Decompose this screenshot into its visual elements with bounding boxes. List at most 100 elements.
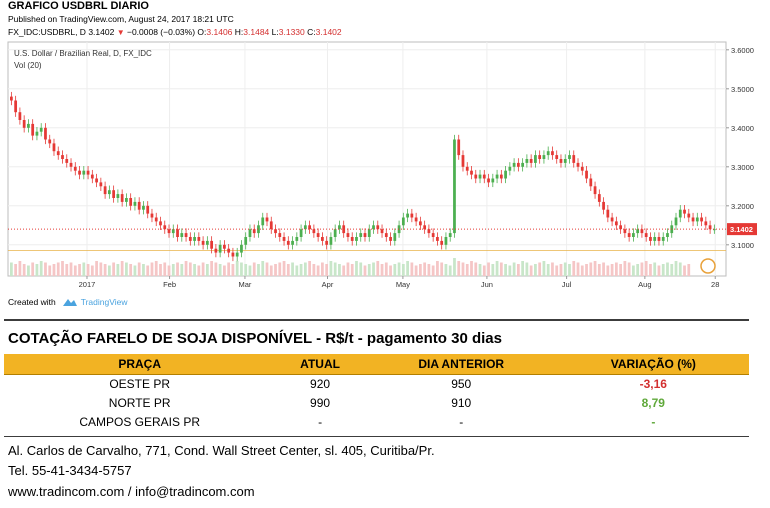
candle-body xyxy=(440,240,444,245)
x-tick-label: Feb xyxy=(163,280,176,289)
volume-bar xyxy=(27,265,30,276)
cell-praca: CAMPOS GERAIS PR xyxy=(79,414,201,429)
candle-body xyxy=(291,240,294,245)
close-label: C: xyxy=(307,27,316,37)
candle-body xyxy=(589,178,593,187)
candle-body xyxy=(704,221,708,226)
candle-body xyxy=(150,213,154,218)
volume-bar xyxy=(95,261,98,276)
cell-anterior: - xyxy=(459,414,464,429)
volume-bar xyxy=(265,262,269,276)
candle-body xyxy=(31,123,35,136)
volume-bar xyxy=(35,264,39,276)
cell-anterior: 950 xyxy=(451,376,472,391)
candle-body xyxy=(487,178,490,183)
candle-body xyxy=(708,225,712,230)
candle-body xyxy=(86,170,90,175)
volume-bar xyxy=(644,261,648,276)
cell-praca: NORTE PR xyxy=(108,395,171,410)
volume-bar xyxy=(657,265,661,276)
candle-body xyxy=(338,225,341,230)
volume-bar xyxy=(61,261,64,276)
volume-bar xyxy=(299,264,303,276)
volume-bar xyxy=(465,264,469,276)
candle-body xyxy=(597,194,601,202)
candle-body xyxy=(82,170,86,175)
plot-area xyxy=(7,41,727,277)
open-label: O: xyxy=(197,27,207,37)
candle-body xyxy=(614,221,618,226)
candle-body xyxy=(563,159,567,163)
footer-web[interactable]: www.tradincom.com / info@tradincom.com xyxy=(8,484,255,499)
volume-bar xyxy=(31,262,35,276)
cell-atual: - xyxy=(318,414,323,429)
candle-body xyxy=(248,229,252,237)
price-chart[interactable]: 3.6000 3.5000 3.4000 3.3000 3.2000 3.1000 2017… xyxy=(0,40,760,295)
volume-bar xyxy=(303,262,307,276)
volume-bar xyxy=(197,265,201,276)
volume-bar xyxy=(90,265,94,276)
candle-body xyxy=(512,162,516,167)
volume-bar xyxy=(666,262,669,276)
table-row: NORTE PR 990 910 8,79 xyxy=(4,393,749,412)
candle-body xyxy=(142,205,145,210)
candle-body xyxy=(482,174,486,179)
candle-body xyxy=(678,209,682,218)
volume-bar xyxy=(73,265,77,276)
volume-bar xyxy=(380,264,384,276)
volume-bar xyxy=(154,261,158,276)
volume-bar xyxy=(308,261,311,276)
y-tick-label: 3.2000 xyxy=(731,202,754,211)
volume-bar xyxy=(69,262,73,276)
volume-bar xyxy=(99,262,103,276)
candle-body xyxy=(410,213,414,218)
candle-body xyxy=(602,201,605,210)
volume-bar xyxy=(470,261,473,276)
candle-body xyxy=(666,233,669,237)
candle-body xyxy=(491,178,495,183)
volume-bar xyxy=(223,265,226,276)
volume-bar xyxy=(235,261,239,276)
section-title: COTAÇÃO FARELO DE SOJA DISPONÍVEL - R$/t… xyxy=(8,330,502,347)
volume-bar xyxy=(244,264,248,276)
candle-body xyxy=(521,162,525,167)
candle-body xyxy=(116,194,120,198)
volume-bar xyxy=(538,262,542,276)
volume-bar xyxy=(678,262,682,276)
candle-body xyxy=(78,170,81,175)
candle-body xyxy=(401,217,405,226)
candle-body xyxy=(419,221,422,226)
volume-bar xyxy=(188,262,192,276)
volume-bar xyxy=(563,262,567,276)
volume-bar xyxy=(78,264,81,276)
volume-bar xyxy=(252,262,256,276)
candle-body xyxy=(346,233,350,237)
volume-bar xyxy=(580,265,584,276)
volume-bar xyxy=(687,264,691,276)
y-tick-label: 3.1000 xyxy=(731,241,754,250)
volume-bar xyxy=(278,262,282,276)
legend-series: U.S. Dollar / Brazilian Real, D, FX_IDC xyxy=(14,49,152,58)
candle-body xyxy=(632,233,635,237)
cell-atual: 990 xyxy=(310,395,331,410)
x-tick-label: Jul xyxy=(562,280,572,289)
volume-bar xyxy=(321,262,324,276)
volume-bar xyxy=(342,265,346,276)
tradingview-logo[interactable]: TradingView xyxy=(62,297,128,307)
volume-bar xyxy=(674,261,678,276)
volume-bar xyxy=(193,264,196,276)
candle-body xyxy=(695,217,699,222)
candle-body xyxy=(453,139,456,234)
candle-body xyxy=(572,155,576,163)
volume-bar xyxy=(214,262,218,276)
candle-body xyxy=(56,151,60,156)
volume-bar xyxy=(201,262,205,276)
volume-bar xyxy=(372,262,375,276)
volume-bar xyxy=(568,264,571,276)
candle-body xyxy=(299,229,303,237)
volume-bar xyxy=(261,261,265,276)
volume-bar xyxy=(286,264,290,276)
candle-body xyxy=(376,225,380,230)
candle-body xyxy=(350,237,354,241)
x-tick-label: Aug xyxy=(638,280,651,289)
